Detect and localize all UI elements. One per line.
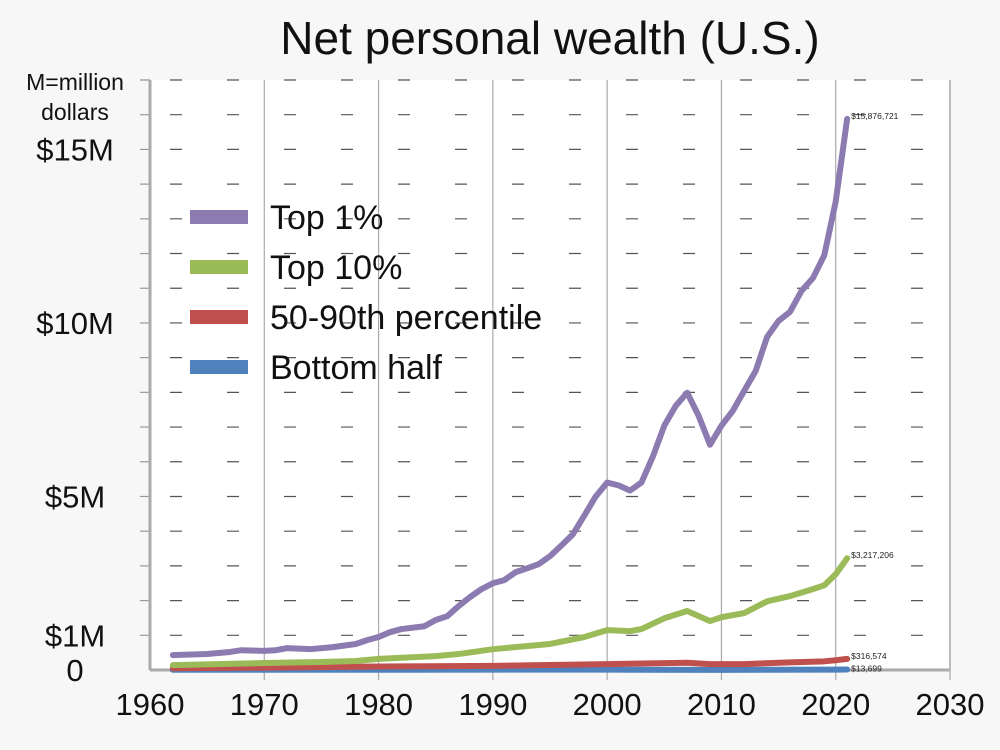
y-tick-label: $15M (36, 132, 114, 167)
x-tick-label: 2000 (573, 687, 642, 722)
x-tick-label: 2030 (916, 687, 985, 722)
y-axis-label-line1: M=million (26, 69, 124, 95)
legend-swatch (190, 210, 248, 224)
plot-area (150, 80, 950, 670)
legend-label: Bottom half (270, 349, 443, 387)
x-tick-label: 1980 (344, 687, 413, 722)
legend-swatch (190, 360, 248, 374)
end-value-label: $15,876,721 (851, 111, 899, 121)
series-line-50-90th-percentile (169, 655, 851, 672)
legend-label: Top 10% (270, 249, 402, 287)
y-axis-label-line2: dollars (41, 99, 109, 125)
legend-swatch (190, 310, 248, 324)
legend: Top 1% Top 10% 50-90th percentile Bottom ha… (190, 199, 542, 387)
y-tick-label: 0 (66, 653, 83, 688)
legend-swatch (190, 260, 248, 274)
chart-title: Net personal wealth (U.S.) (280, 12, 819, 64)
legend-label: 50-90th percentile (270, 299, 542, 337)
x-tick-label: 1960 (116, 687, 185, 722)
series-line-top-10- (169, 555, 851, 669)
x-tick-label: 2010 (687, 687, 756, 722)
legend-label: Top 1% (270, 199, 383, 237)
y-tick-label: $1M (45, 618, 105, 653)
series-line-top-1- (169, 115, 851, 659)
y-tick-label: $10M (36, 306, 114, 341)
end-value-label: $13,699 (851, 664, 882, 674)
end-value-label: $3,217,206 (851, 550, 894, 560)
end-value-label: $316,574 (851, 651, 887, 661)
x-tick-label: 2020 (801, 687, 870, 722)
x-tick-label: 1990 (458, 687, 527, 722)
x-tick-label: 1970 (230, 687, 299, 722)
y-tick-label: $5M (45, 479, 105, 514)
